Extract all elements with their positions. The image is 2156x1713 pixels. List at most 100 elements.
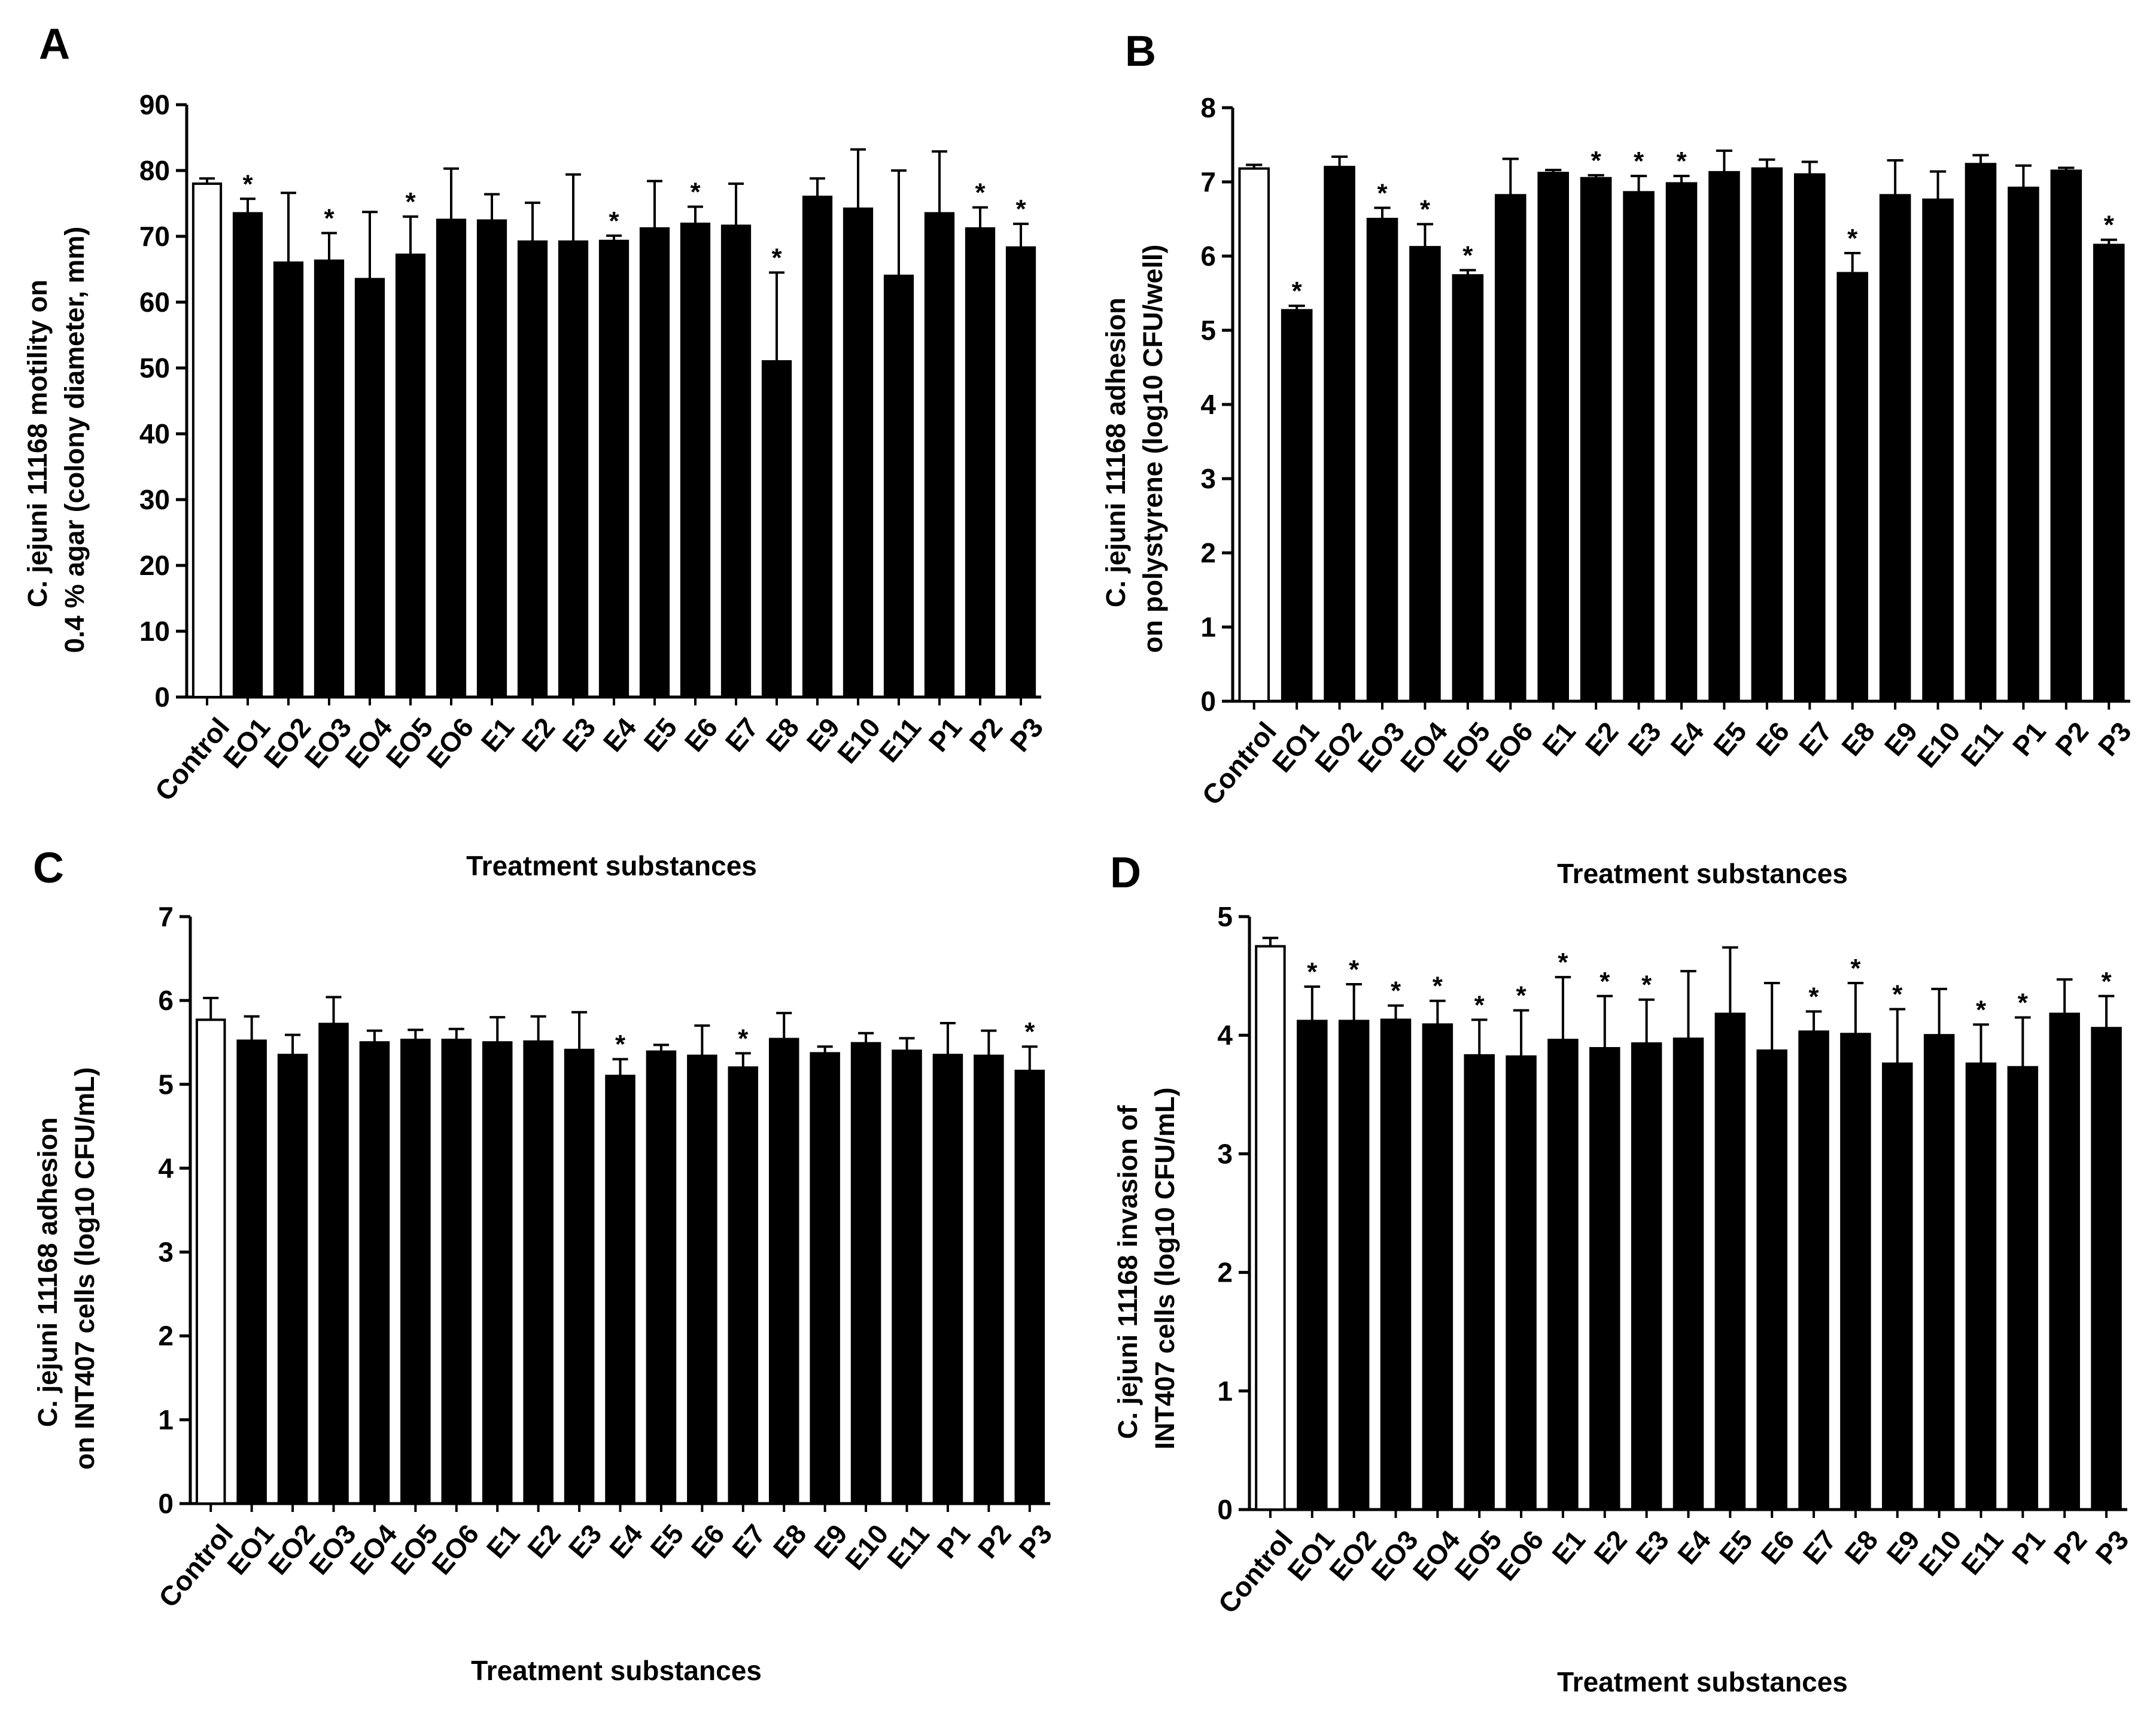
x-tick-label: E4: [1671, 1524, 1717, 1570]
bar: [523, 1040, 554, 1505]
bar: [1324, 166, 1355, 702]
y-axis-title-line-2: INT407 cells (log10 CFU/mL): [1150, 1087, 1180, 1449]
panel-b-bar-chart: B C. jejuni 11168 adhesion on polystyren…: [1100, 28, 2137, 889]
bar: [687, 1054, 717, 1505]
y-tick-label: 3: [1217, 1138, 1233, 1169]
bar: [441, 1039, 472, 1505]
bar: [924, 212, 955, 698]
bar: [1623, 191, 1655, 702]
x-tick-label: E4: [597, 711, 642, 757]
panel-letter-a: A: [39, 20, 70, 68]
x-tick-label: E6: [1750, 716, 1795, 762]
significance-marker: *: [2102, 967, 2112, 996]
bar: [400, 1039, 431, 1505]
x-tick-label: EO3: [1351, 716, 1410, 778]
bar: [1281, 309, 1313, 702]
significance-marker: *: [324, 204, 335, 233]
bar: [558, 240, 589, 698]
bar: [1589, 1047, 1620, 1511]
x-tick-label: E10: [839, 1519, 894, 1576]
x-tick-label: E5: [637, 712, 683, 758]
bar: [232, 212, 263, 698]
bar: [2091, 1027, 2122, 1511]
bar: [482, 1041, 513, 1505]
significance-marker: *: [1558, 948, 1568, 977]
y-tick-label: 4: [1217, 1020, 1233, 1051]
bar: [802, 196, 833, 698]
y-tick-label: 3: [158, 1237, 174, 1268]
bar: [1495, 194, 1526, 702]
panel-letter-b: B: [1125, 28, 1156, 75]
bar: [680, 223, 711, 699]
bar: [850, 1042, 881, 1505]
y-tick-label: 2: [1200, 537, 1216, 568]
significance-marker: *: [1591, 146, 1602, 175]
x-tick-label: P2: [972, 1519, 1017, 1565]
x-tick-label: P2: [963, 712, 1008, 758]
bar: [1965, 1062, 1997, 1511]
bar: [768, 1037, 799, 1505]
x-axis-title: Treatment substances: [466, 850, 757, 881]
bar: [646, 1050, 677, 1505]
x-tick-label: E3: [562, 1519, 607, 1565]
x-tick-label: E10: [831, 712, 886, 769]
x-tick-label: Control: [153, 1519, 239, 1614]
bar: [2007, 1066, 2039, 1511]
y-tick-label: 1: [1217, 1376, 1233, 1407]
significance-marker: *: [1024, 1017, 1035, 1046]
x-tick-label: P1: [922, 712, 968, 758]
y-tick-label: 2: [158, 1320, 174, 1352]
y-tick-label: 20: [139, 550, 170, 581]
bar: [974, 1054, 1004, 1505]
bar: [598, 239, 630, 698]
panel-letter-d: D: [1110, 849, 1141, 897]
significance-marker: *: [1462, 241, 1473, 270]
bar: [1547, 1039, 1579, 1511]
bar: [605, 1075, 635, 1505]
bar: [1882, 1062, 1913, 1511]
y-axis-title-line-1: C. jejuni 11168 invasion of: [1112, 1105, 1143, 1439]
significance-marker: *: [609, 206, 619, 236]
significance-marker: *: [1307, 957, 1318, 987]
significance-marker: *: [1433, 972, 1443, 1001]
bar: [1665, 182, 1698, 703]
x-tick-label: E11: [1955, 1525, 2009, 1581]
x-tick-label: E1: [481, 1519, 526, 1565]
x-tick-label: EO6: [420, 712, 479, 774]
significance-marker: *: [738, 1024, 749, 1053]
bar: [1580, 177, 1612, 702]
x-tick-label: EO6: [1480, 716, 1539, 778]
x-tick-label: E2: [515, 712, 561, 758]
bar: [314, 259, 345, 698]
bar: [1005, 246, 1036, 698]
bar: [892, 1049, 922, 1505]
bar: [728, 1066, 759, 1505]
x-tick-label: P1: [930, 1519, 976, 1565]
panel-letter-c: C: [33, 844, 64, 892]
x-axis-title: Treatment substances: [471, 1655, 762, 1686]
y-axis-title-line-2: 0.4 % agar (colony diameter, mm): [59, 227, 90, 653]
bar: [932, 1054, 963, 1505]
y-tick-label: 60: [139, 287, 170, 318]
x-tick-label: E8: [767, 1519, 813, 1565]
x-tick-label: E8: [759, 712, 805, 758]
bar: [1409, 246, 1441, 702]
bar: [1338, 1020, 1370, 1511]
significance-marker: *: [1420, 195, 1431, 224]
y-tick-label: 6: [1200, 241, 1216, 272]
bar: [277, 1054, 308, 1505]
x-tick-label: E2: [1579, 716, 1625, 762]
bar: [1965, 163, 1997, 702]
x-tick-label: E7: [1796, 1525, 1842, 1571]
y-axis-title: C. jejuni 11168 motility on 0.4 % agar (…: [22, 227, 90, 653]
significance-marker: *: [1377, 178, 1388, 208]
bar: [1798, 1030, 1829, 1511]
y-axis-title-line-1: C. jejuni 11168 motility on: [22, 279, 53, 607]
significance-marker: *: [1391, 976, 1401, 1006]
bar: [1840, 1033, 1871, 1511]
bar: [720, 224, 752, 698]
significance-marker: *: [242, 169, 253, 199]
significance-marker: *: [1641, 970, 1652, 1000]
bar: [564, 1048, 595, 1505]
significance-marker: *: [1809, 982, 1820, 1012]
